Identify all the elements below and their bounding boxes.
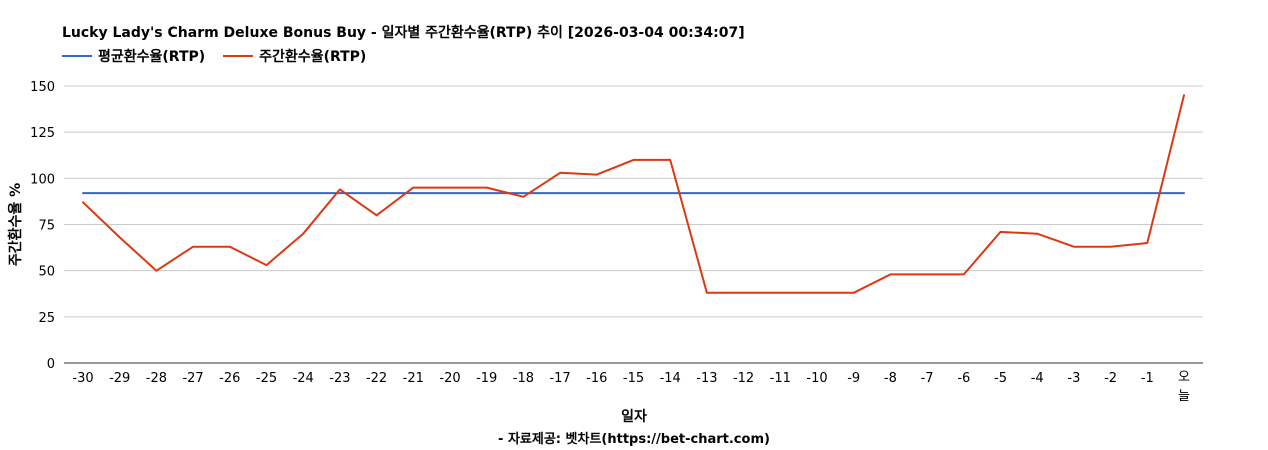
x-tick-label: -30 xyxy=(72,371,93,386)
y-axis-title: 주간환수율 % xyxy=(7,183,24,266)
legend-item-average[interactable]: 평균환수율(RTP) xyxy=(62,46,205,66)
y-tick-label: 75 xyxy=(38,219,55,234)
x-tick-label: -17 xyxy=(549,371,570,386)
legend-swatch-average xyxy=(62,55,92,57)
x-tick-label: -24 xyxy=(293,371,314,386)
legend: 평균환수율(RTP) 주간환수율(RTP) xyxy=(62,46,384,66)
x-tick-label: -7 xyxy=(921,371,934,386)
y-tick-label: 150 xyxy=(30,80,55,95)
series-line-weekly xyxy=(82,94,1185,294)
x-tick-label: -22 xyxy=(366,371,387,386)
x-tick-label: -19 xyxy=(476,371,497,386)
legend-swatch-weekly xyxy=(223,55,254,57)
y-tick-label: 50 xyxy=(38,265,55,280)
y-tick-label: 125 xyxy=(30,126,55,141)
x-tick-label: -18 xyxy=(513,371,534,386)
x-axis-title: 일자 xyxy=(621,409,647,425)
x-tick-label: -11 xyxy=(770,371,791,386)
x-tick-label: -9 xyxy=(847,371,860,386)
legend-label-weekly: 주간환수율(RTP) xyxy=(259,49,367,65)
x-tick-label: -25 xyxy=(256,371,277,386)
x-tick-label: -2 xyxy=(1104,371,1117,386)
legend-label-average: 평균환수율(RTP) xyxy=(98,49,206,65)
chart-title: Lucky Lady's Charm Deluxe Bonus Buy - 일자… xyxy=(62,25,745,41)
x-tick-label: -26 xyxy=(219,371,240,386)
x-tick-label: -14 xyxy=(660,371,681,386)
x-tick-label: 오 xyxy=(1178,370,1190,385)
y-tick-label: 0 xyxy=(47,357,55,372)
x-tick-label: -23 xyxy=(329,371,350,386)
x-tick-label: -8 xyxy=(884,371,897,386)
x-tick-label: -21 xyxy=(403,371,424,386)
legend-item-weekly[interactable]: 주간환수율(RTP) xyxy=(223,46,366,66)
source-credit: - 자료제공: 벳차트(https://bet-chart.com) xyxy=(498,432,770,447)
y-tick-label: 25 xyxy=(38,311,55,326)
x-tick-label: -4 xyxy=(1031,371,1044,386)
x-tick-label: -28 xyxy=(146,371,167,386)
x-tick-label: -27 xyxy=(182,371,203,386)
y-tick-label: 100 xyxy=(30,172,55,187)
x-tick-label: -12 xyxy=(733,371,754,386)
x-tick-label: -13 xyxy=(696,371,717,386)
x-tick-label: -1 xyxy=(1141,371,1154,386)
x-tick-label: -20 xyxy=(439,371,460,386)
x-tick-label: 늘 xyxy=(1178,389,1190,404)
x-tick-label: -15 xyxy=(623,371,644,386)
x-tick-label: -16 xyxy=(586,371,607,386)
x-tick-label: -10 xyxy=(806,371,827,386)
x-tick-label: -6 xyxy=(957,371,970,386)
x-tick-label: -29 xyxy=(109,371,130,386)
x-tick-label: -5 xyxy=(994,371,1007,386)
x-tick-label: -3 xyxy=(1067,371,1080,386)
